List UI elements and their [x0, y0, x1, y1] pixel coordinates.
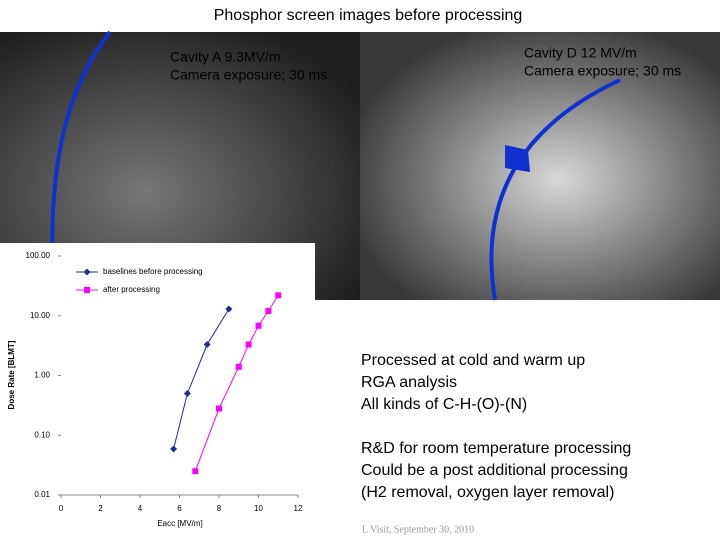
x-tick-label: 8: [217, 504, 222, 513]
x-tick-label: 0: [59, 504, 64, 513]
bullet: Could be a post additional processing: [361, 462, 628, 479]
image-label: Cavity A 9.3MV/m: [170, 49, 280, 65]
image-label: Cavity D 12 MV/m: [524, 45, 637, 61]
data-point: [265, 308, 272, 315]
legend-entry: baselines before processing: [103, 267, 203, 276]
data-point: [275, 292, 282, 299]
data-point: [216, 405, 222, 412]
legend-marker: [84, 287, 90, 293]
image-blob: [505, 145, 530, 172]
x-tick-label: 10: [254, 504, 263, 513]
image-right: [360, 32, 720, 300]
data-point: [203, 341, 211, 349]
footer: L Visit, September 30, 2010: [362, 524, 474, 535]
bullet: R&D for room temperature processing: [361, 440, 631, 457]
data-point: [225, 305, 233, 313]
x-tick-label: 4: [138, 504, 143, 513]
data-point: [235, 363, 242, 370]
y-tick-label: 0.01: [34, 490, 50, 499]
bullet: RGA analysis: [361, 374, 457, 391]
series-line: [173, 308, 230, 450]
image-label: Camera exposure; 30 ms: [170, 67, 327, 83]
image-label: Camera exposure; 30 ms: [524, 63, 681, 79]
data-point: [192, 468, 199, 475]
data-point: [183, 389, 191, 397]
y-tick-label: 0.10: [34, 430, 50, 439]
data-point: [255, 322, 262, 329]
legend-entry: after processing: [103, 285, 160, 294]
image-arc: [489, 78, 621, 301]
bullet: Processed at cold and warm up: [361, 352, 585, 369]
x-tick-label: 6: [177, 504, 182, 513]
legend-marker: [83, 268, 91, 276]
bullet: (H2 removal, oxygen layer removal): [361, 484, 614, 501]
x-axis-label: Eacc [MV/m]: [157, 519, 202, 528]
chart-panel: [0, 243, 315, 535]
data-point: [170, 445, 178, 453]
x-tick-label: 2: [98, 504, 103, 513]
bullet: All kinds of C-H-(O)-(N): [361, 396, 527, 413]
slide-title: Phosphor screen images before processing: [214, 7, 523, 24]
data-point: [245, 341, 252, 348]
y-tick-label: 100.00: [26, 251, 51, 260]
y-tick-label: 10.00: [30, 311, 51, 320]
x-tick-label: 12: [294, 504, 303, 513]
y-axis-label: Dose Rate [BLMT]: [7, 340, 16, 409]
y-tick-label: 1.00: [34, 371, 50, 380]
